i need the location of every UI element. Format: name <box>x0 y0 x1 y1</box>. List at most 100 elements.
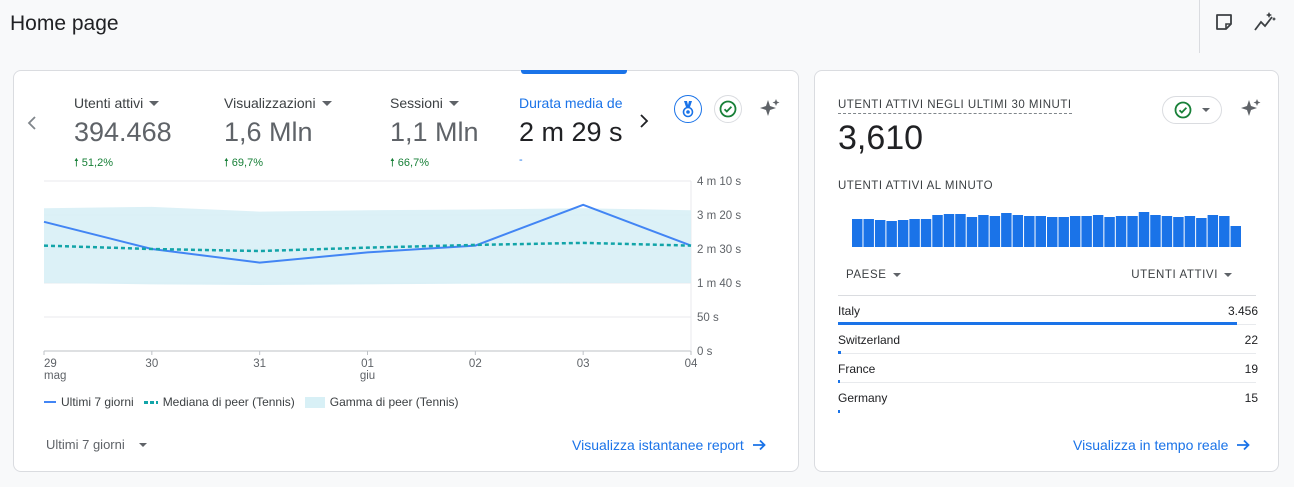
minute-bar[interactable] <box>989 216 1001 247</box>
minute-bar[interactable] <box>1138 212 1150 247</box>
minute-bar[interactable] <box>1104 217 1115 247</box>
minute-bar[interactable] <box>1150 215 1161 247</box>
caret-down-icon <box>1224 273 1232 277</box>
minute-bar[interactable] <box>909 219 920 247</box>
active-metric-indicator <box>521 70 627 74</box>
metric-value: 2 m 29 s <box>519 117 623 147</box>
minute-bar[interactable] <box>1219 216 1230 247</box>
minute-bar[interactable] <box>1184 216 1196 247</box>
dashed-line-swatch <box>143 400 158 404</box>
metric-label: Visualizzazioni <box>224 95 316 111</box>
minute-bar[interactable] <box>1001 213 1012 247</box>
minute-bar[interactable] <box>943 214 955 247</box>
note-icon[interactable] <box>1212 10 1236 34</box>
table-row[interactable]: France 19 <box>838 354 1258 383</box>
users-count: 15 <box>1244 391 1258 405</box>
sparkle-button[interactable] <box>756 95 784 123</box>
peer-range-band <box>44 206 691 286</box>
share-bar <box>838 322 1238 325</box>
benchmark-medal-button[interactable] <box>674 95 702 123</box>
x-tick-label: 31 <box>253 358 266 370</box>
metric-label: Durata media de <box>519 95 623 111</box>
country-name: Switzerland <box>838 333 901 347</box>
duration-line-chart: 4 m 10 s 3 m 20 s 2 m 30 s 1 m 40 s 50 s 0 s 2… <box>43 176 741 382</box>
y-tick-label: 50 s <box>697 312 719 324</box>
minute-bar[interactable] <box>932 215 943 247</box>
realtime-status-dropdown[interactable] <box>1162 96 1222 124</box>
next-metric-button[interactable] <box>634 109 654 133</box>
caret-down-icon <box>149 100 160 106</box>
minute-bar[interactable] <box>1069 216 1081 247</box>
insights-icon[interactable] <box>1253 10 1277 34</box>
country-column-header[interactable]: PAESE <box>846 269 901 281</box>
date-range-label: Ultimi 7 giorni <box>46 437 125 452</box>
legend-item-range[interactable]: Gamma di peer (Tennis) <box>304 395 459 409</box>
realtime-title[interactable]: UTENTI ATTIVI NEGLI ULTIMI 30 MINUTI <box>838 99 1072 114</box>
y-tick-label: 0 s <box>697 346 713 358</box>
minute-bar[interactable] <box>1081 216 1092 247</box>
table-row[interactable]: Italy 3.456 <box>838 296 1258 325</box>
view-realtime-link[interactable]: Visualizza in tempo reale <box>1073 437 1251 453</box>
table-row[interactable]: Switzerland 22 <box>838 325 1258 354</box>
check-circle-icon <box>719 100 737 118</box>
y-tick-label: 4 m 10 s <box>697 176 741 188</box>
minute-bar[interactable] <box>1092 215 1104 247</box>
minute-bar[interactable] <box>1161 216 1173 247</box>
minute-bar[interactable] <box>1115 216 1127 247</box>
minute-bar[interactable] <box>1024 216 1035 247</box>
metric-label: Sessioni <box>390 95 443 111</box>
arrow-right-icon <box>752 439 766 451</box>
minute-bar[interactable] <box>1047 217 1058 247</box>
minute-bar[interactable] <box>1127 216 1138 247</box>
users-count: 3.456 <box>1227 304 1258 318</box>
minute-bar[interactable] <box>978 215 989 247</box>
metric-value: 1,1 Mln <box>390 117 479 147</box>
minute-bar[interactable] <box>955 214 966 247</box>
toolbar-divider <box>1199 0 1200 53</box>
users-count: 22 <box>1244 333 1258 347</box>
minute-bar[interactable] <box>863 219 874 247</box>
sparkle-button[interactable] <box>1237 95 1265 123</box>
x-tick-label: 04 <box>685 358 698 370</box>
prev-metric-button[interactable] <box>22 111 42 135</box>
minute-bar[interactable] <box>1173 217 1184 247</box>
legend-item-median[interactable]: Mediana di peer (Tennis) <box>143 395 295 409</box>
view-report-snapshot-link[interactable]: Visualizza istantanee report <box>572 437 766 453</box>
caret-down-icon <box>138 442 147 447</box>
date-range-selector[interactable]: Ultimi 7 giorni <box>46 437 147 452</box>
table-row[interactable]: Germany 15 <box>838 383 1258 413</box>
column-label: UTENTI ATTIVI <box>1131 269 1218 281</box>
minute-bar[interactable] <box>1058 217 1069 247</box>
minute-bar[interactable] <box>1230 226 1241 247</box>
y-tick-label: 2 m 30 s <box>697 244 741 256</box>
per-minute-title: UTENTI ATTIVI AL MINUTO <box>838 180 994 192</box>
medal-icon <box>682 101 694 118</box>
users-column-header[interactable]: UTENTI ATTIVI <box>1131 269 1232 281</box>
minute-bar[interactable] <box>897 220 909 247</box>
sparkle-icon <box>1241 99 1261 116</box>
minute-bar[interactable] <box>874 220 886 247</box>
y-tick-label: 3 m 20 s <box>697 210 741 222</box>
check-circle-icon <box>1174 101 1192 119</box>
minute-bar[interactable] <box>852 219 863 247</box>
share-bar <box>838 351 841 354</box>
arrow-right-icon <box>1237 439 1251 451</box>
legend-label: Gamma di peer (Tennis) <box>329 395 459 409</box>
minute-bar[interactable] <box>1196 218 1207 247</box>
minute-bar[interactable] <box>1012 215 1024 247</box>
minute-bar[interactable] <box>1035 216 1046 247</box>
chart-legend: Ultimi 7 giorni Mediana di peer (Tennis)… <box>44 395 458 409</box>
metric-avg-duration[interactable]: Durata media de 2 m 29 s - <box>519 71 631 171</box>
legend-item-last7[interactable]: Ultimi 7 giorni <box>44 395 134 409</box>
status-check-button[interactable] <box>714 95 742 123</box>
per-minute-bar-chart <box>852 212 1241 247</box>
minute-bar[interactable] <box>886 221 897 247</box>
caret-down-icon <box>321 100 332 106</box>
link-label: Visualizza in tempo reale <box>1073 437 1229 453</box>
minute-bar[interactable] <box>966 217 978 247</box>
series-line-median <box>43 241 692 253</box>
share-bar <box>838 380 841 383</box>
minute-bar[interactable] <box>1207 215 1219 247</box>
minute-bar[interactable] <box>920 219 932 247</box>
x-tick-label: 29 mag <box>44 358 66 382</box>
